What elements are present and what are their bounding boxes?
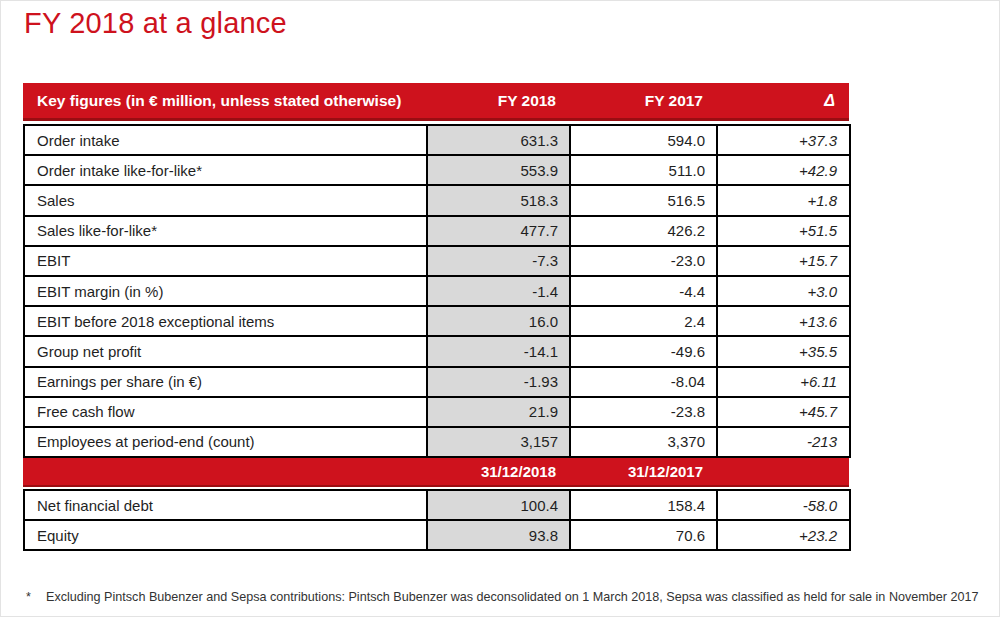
fy2018-value: 477.7 bbox=[427, 216, 570, 246]
delta-value: +35.5 bbox=[717, 336, 850, 366]
fy2017-value: 511.0 bbox=[570, 155, 717, 185]
header-delta: Δ bbox=[716, 92, 849, 110]
footnote-text: Excluding Pintsch Bubenzer and Sepsa con… bbox=[46, 590, 979, 604]
balance-date-band: 31/12/2018 31/12/2017 bbox=[23, 458, 849, 487]
header-key-figures: Key figures (in € million, unless stated… bbox=[23, 92, 426, 110]
table-row: EBIT margin (in %) -1.4 -4.4 +3.0 bbox=[24, 276, 850, 306]
delta-value: +1.8 bbox=[717, 185, 850, 215]
table-row: Net financial debt 100.4 158.4 -58.0 bbox=[24, 490, 850, 520]
row-label: Group net profit bbox=[24, 336, 427, 366]
fy2017-value: -49.6 bbox=[570, 336, 717, 366]
footnote: * Excluding Pintsch Bubenzer and Sepsa c… bbox=[26, 590, 986, 604]
fy2018-value: 631.3 bbox=[427, 125, 570, 155]
fy2017-value: 516.5 bbox=[570, 185, 717, 215]
fy2018-value: 21.9 bbox=[427, 397, 570, 427]
delta-value: +42.9 bbox=[717, 155, 850, 185]
delta-value: +15.7 bbox=[717, 246, 850, 276]
fy2018-value: -14.1 bbox=[427, 336, 570, 366]
row-label: EBIT bbox=[24, 246, 427, 276]
table-row: Sales like-for-like* 477.7 426.2 +51.5 bbox=[24, 216, 850, 246]
header-fy2017: FY 2017 bbox=[569, 92, 716, 110]
fy2018-value: -1.93 bbox=[427, 367, 570, 397]
key-figures-table: Key figures (in € million, unless stated… bbox=[23, 83, 849, 551]
table-row: EBIT before 2018 exceptional items 16.0 … bbox=[24, 306, 850, 336]
row-label: Net financial debt bbox=[24, 490, 427, 520]
income-section: Order intake 631.3 594.0 +37.3 Order int… bbox=[23, 124, 851, 458]
slide: FY 2018 at a glance Key figures (in € mi… bbox=[0, 0, 1000, 617]
row-label: Order intake like-for-like* bbox=[24, 155, 427, 185]
fy2018-value: 518.3 bbox=[427, 185, 570, 215]
row-label: Equity bbox=[24, 520, 427, 550]
header-fy2018: FY 2018 bbox=[426, 92, 569, 110]
footnote-marker: * bbox=[26, 590, 46, 604]
delta-value: +13.6 bbox=[717, 306, 850, 336]
row-label: Earnings per share (in €) bbox=[24, 367, 427, 397]
table-row: Earnings per share (in €) -1.93 -8.04 +6… bbox=[24, 367, 850, 397]
page-title: FY 2018 at a glance bbox=[24, 7, 287, 40]
delta-value: +6.11 bbox=[717, 367, 850, 397]
fy2017-value: 594.0 bbox=[570, 125, 717, 155]
fy2018-value: 553.9 bbox=[427, 155, 570, 185]
fy2017-value: 3,370 bbox=[570, 427, 717, 457]
fy2018-value: -7.3 bbox=[427, 246, 570, 276]
table-row: Equity 93.8 70.6 +23.2 bbox=[24, 520, 850, 550]
table-header-band: Key figures (in € million, unless stated… bbox=[23, 83, 849, 121]
fy2017-value: 426.2 bbox=[570, 216, 717, 246]
delta-value: +45.7 bbox=[717, 397, 850, 427]
row-label: Order intake bbox=[24, 125, 427, 155]
table-row: Sales 518.3 516.5 +1.8 bbox=[24, 185, 850, 215]
subheader-date-2017: 31/12/2017 bbox=[569, 463, 716, 480]
fy2017-value: 70.6 bbox=[570, 520, 717, 550]
fy2018-value: -1.4 bbox=[427, 276, 570, 306]
fy2018-value: 100.4 bbox=[427, 490, 570, 520]
fy2017-value: 158.4 bbox=[570, 490, 717, 520]
subheader-date-2018: 31/12/2018 bbox=[426, 463, 569, 480]
table-row: EBIT -7.3 -23.0 +15.7 bbox=[24, 246, 850, 276]
delta-value: -58.0 bbox=[717, 490, 850, 520]
delta-value: +37.3 bbox=[717, 125, 850, 155]
fy2018-value: 3,157 bbox=[427, 427, 570, 457]
balance-section: Net financial debt 100.4 158.4 -58.0 Equ… bbox=[23, 489, 851, 551]
delta-value: +3.0 bbox=[717, 276, 850, 306]
delta-value: +23.2 bbox=[717, 520, 850, 550]
fy2018-value: 16.0 bbox=[427, 306, 570, 336]
table-row: Employees at period-end (count) 3,157 3,… bbox=[24, 427, 850, 457]
delta-value: +51.5 bbox=[717, 216, 850, 246]
fy2017-value: -23.0 bbox=[570, 246, 717, 276]
table-row: Order intake like-for-like* 553.9 511.0 … bbox=[24, 155, 850, 185]
fy2018-value: 93.8 bbox=[427, 520, 570, 550]
row-label: EBIT margin (in %) bbox=[24, 276, 427, 306]
table-row: Group net profit -14.1 -49.6 +35.5 bbox=[24, 336, 850, 366]
row-label: Free cash flow bbox=[24, 397, 427, 427]
fy2017-value: -23.8 bbox=[570, 397, 717, 427]
delta-value: -213 bbox=[717, 427, 850, 457]
table-row: Free cash flow 21.9 -23.8 +45.7 bbox=[24, 397, 850, 427]
table-row: Order intake 631.3 594.0 +37.3 bbox=[24, 125, 850, 155]
fy2017-value: -8.04 bbox=[570, 367, 717, 397]
fy2017-value: -4.4 bbox=[570, 276, 717, 306]
row-label: Employees at period-end (count) bbox=[24, 427, 427, 457]
row-label: Sales like-for-like* bbox=[24, 216, 427, 246]
row-label: EBIT before 2018 exceptional items bbox=[24, 306, 427, 336]
fy2017-value: 2.4 bbox=[570, 306, 717, 336]
row-label: Sales bbox=[24, 185, 427, 215]
